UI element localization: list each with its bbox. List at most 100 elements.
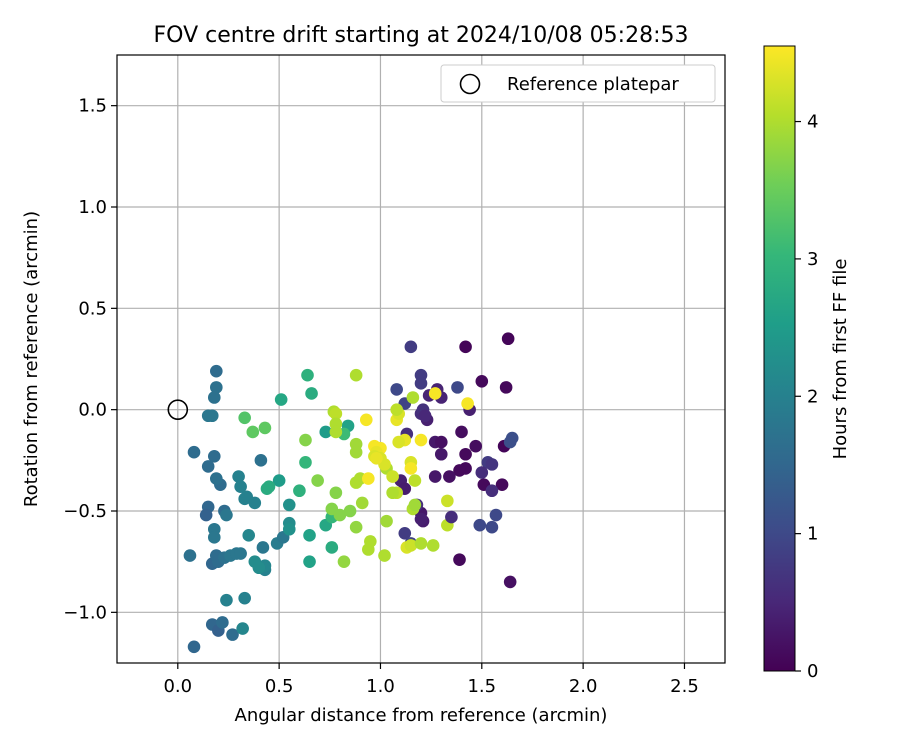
data-point (408, 498, 422, 512)
x-tick-label: 1.5 (467, 676, 496, 697)
data-point (252, 561, 266, 575)
data-point (378, 549, 391, 562)
y-axis-ticks: −1.0 −0.5 0.0 0.5 1.0 1.5 (63, 96, 117, 623)
data-point (485, 484, 499, 498)
data-point (301, 368, 314, 382)
data-point (499, 381, 513, 394)
colorbar-tick-label: 2 (807, 386, 818, 407)
legend-entry-label: Reference platepar (507, 74, 679, 95)
data-point (207, 449, 221, 463)
y-axis-label: Rotation from reference (arcmin) (21, 211, 42, 507)
data-point (349, 520, 363, 534)
data-point (414, 377, 428, 390)
data-point (210, 364, 223, 378)
colorbar-tick-label: 4 (807, 112, 818, 133)
data-point (489, 508, 503, 522)
colorbar-tick-label: 3 (807, 249, 818, 270)
data-point (329, 407, 343, 421)
data-point (246, 425, 260, 439)
x-tick-label: 1.0 (366, 676, 395, 697)
data-point (475, 374, 489, 388)
data-point (199, 508, 213, 522)
data-point (207, 391, 221, 404)
data-point (187, 445, 201, 459)
data-point (404, 340, 418, 354)
data-point (248, 496, 262, 510)
data-point (262, 480, 276, 493)
legend-open-circle-icon (459, 73, 481, 95)
data-point (455, 425, 468, 439)
data-point (226, 628, 239, 641)
grid-lines (117, 55, 725, 663)
chart-title: FOV centre drift starting at 2024/10/08 … (154, 23, 689, 48)
data-point (311, 474, 324, 487)
data-point (414, 537, 428, 550)
data-point (414, 433, 428, 447)
data-point (299, 456, 312, 469)
data-point (386, 486, 399, 500)
data-point (364, 535, 377, 548)
y-tick-label: 0.5 (78, 298, 107, 319)
data-point (503, 435, 517, 449)
data-point (370, 452, 383, 465)
data-point (201, 409, 215, 423)
y-tick-label: −0.5 (63, 501, 107, 522)
data-point (207, 531, 221, 544)
data-point (303, 555, 316, 568)
data-point (242, 529, 256, 542)
data-point (459, 447, 472, 461)
data-point (319, 425, 333, 439)
data-point (272, 474, 286, 487)
data-point (426, 539, 440, 552)
y-tick-label: −1.0 (63, 602, 107, 623)
data-point (210, 381, 223, 394)
data-point (293, 484, 306, 498)
data-point (434, 447, 448, 461)
data-point (256, 541, 270, 554)
data-point (359, 413, 373, 427)
data-point (274, 393, 288, 406)
data-point (475, 466, 489, 479)
data-point (414, 512, 428, 526)
data-point (234, 480, 247, 493)
y-tick-label: 1.5 (78, 96, 107, 117)
data-point (234, 547, 247, 560)
data-point (343, 504, 357, 518)
data-point (220, 508, 233, 522)
data-point (441, 494, 454, 508)
data-point (398, 526, 412, 540)
colorbar-ticks: 0 1 2 3 4 (795, 112, 818, 682)
data-point (303, 529, 316, 542)
data-point (503, 575, 517, 589)
data-point (282, 498, 296, 512)
data-point (406, 391, 420, 404)
data-point (232, 470, 245, 483)
data-point (451, 381, 464, 394)
data-point (469, 439, 483, 453)
data-point (329, 425, 343, 439)
data-point (362, 472, 375, 485)
legend-box (440, 64, 716, 103)
data-point (380, 514, 393, 528)
x-axis-label: Angular distance from reference (arcmin) (235, 705, 608, 726)
reference-platepar-marker (167, 399, 189, 420)
data-points (183, 332, 519, 654)
data-point (459, 340, 472, 354)
data-point (390, 403, 403, 416)
data-point (299, 433, 312, 447)
data-point (404, 462, 418, 475)
data-point (210, 472, 223, 485)
data-point (238, 411, 251, 425)
data-point (254, 454, 268, 467)
legend: Reference platepar (440, 64, 716, 103)
data-point (349, 368, 363, 382)
data-point (201, 460, 215, 473)
y-tick-label: 1.0 (78, 197, 107, 218)
data-point (485, 458, 499, 471)
x-tick-label: 0.0 (163, 676, 192, 697)
colorbar-label: Hours from first FF file (830, 259, 851, 460)
x-tick-label: 2.5 (670, 676, 699, 697)
data-point (236, 622, 249, 635)
data-point (461, 397, 474, 410)
